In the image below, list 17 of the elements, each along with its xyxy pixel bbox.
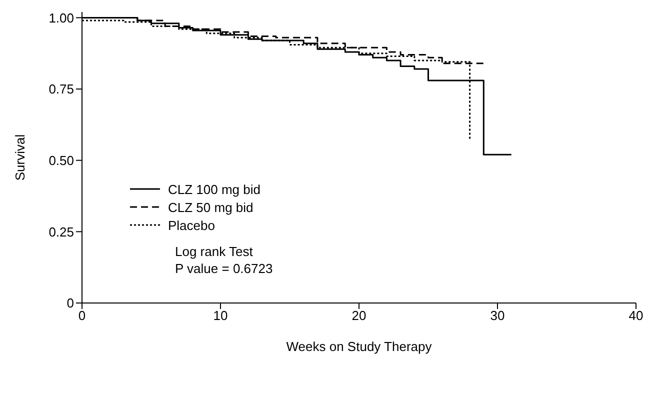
x-tick-label: 20 <box>352 308 366 324</box>
annotation: Log rank Test <box>175 243 254 260</box>
legend-label: CLZ 50 mg bid <box>168 200 254 214</box>
y-tick-label: 0.50 <box>48 152 74 168</box>
legend-label: Placebo <box>168 218 215 232</box>
x-axis-title: Weeks on Study Therapy <box>286 339 432 354</box>
y-tick-label: 0.25 <box>48 224 74 240</box>
x-tick-label: 40 <box>628 308 644 324</box>
x-tick-label: 10 <box>213 308 228 324</box>
y-tick-label: 0 <box>66 296 74 311</box>
x-tick-label: 0 <box>78 308 86 324</box>
y-axis-title: Survival <box>12 134 28 181</box>
legend-label: CLZ 100 mg bid <box>168 182 260 196</box>
y-tick-label: 0.75 <box>48 82 74 97</box>
x-tick-label: 30 <box>490 308 505 324</box>
annotation: P value = 0.6723 <box>175 260 273 277</box>
y-tick-label: 1.00 <box>48 10 74 26</box>
